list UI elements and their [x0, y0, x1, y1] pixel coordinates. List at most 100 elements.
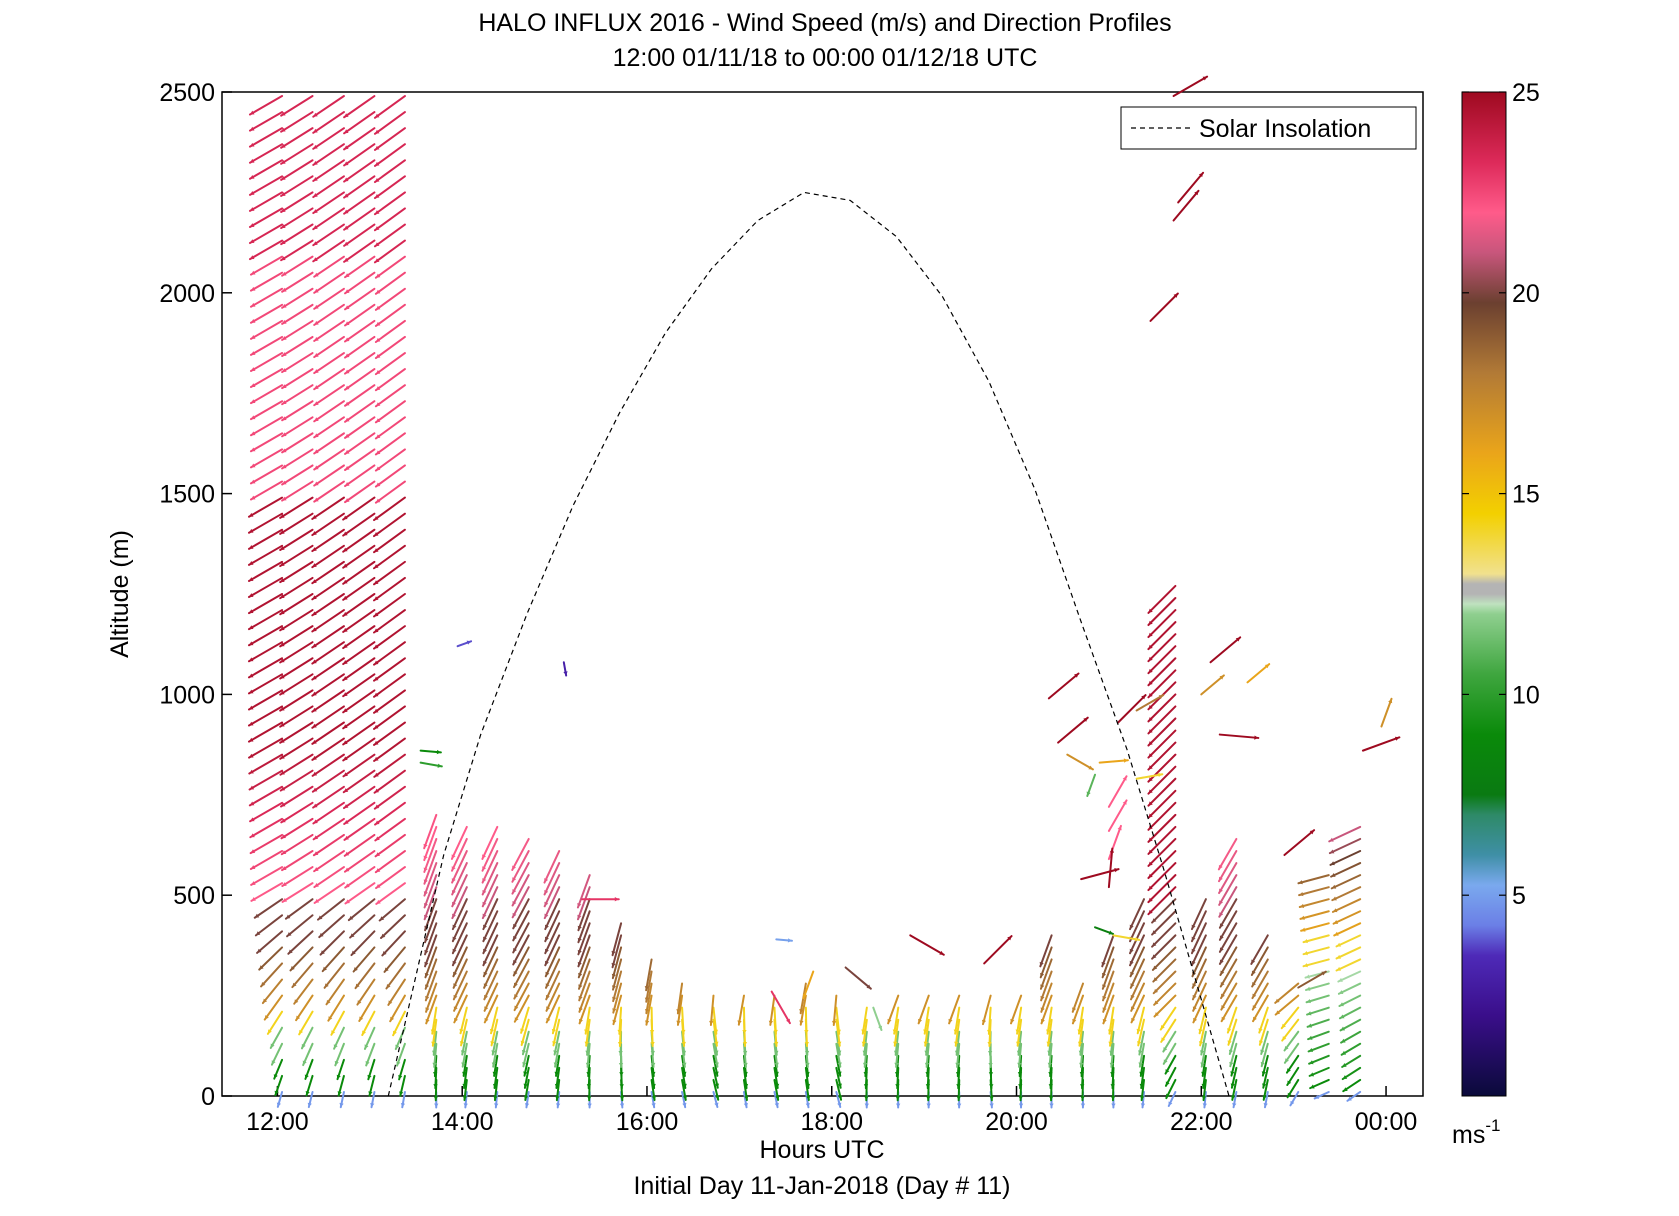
wind-arrow	[249, 448, 284, 469]
wind-arrow	[1337, 970, 1362, 983]
wind-arrow	[954, 1030, 961, 1056]
wind-arrow	[1077, 1018, 1085, 1047]
wind-arrow	[545, 982, 561, 1012]
wind-arrow	[344, 319, 376, 343]
wind-arrow	[712, 1042, 719, 1068]
wind-arrow	[381, 930, 406, 957]
wind-arrow	[773, 1006, 778, 1035]
wind-arrow	[650, 1078, 657, 1102]
wind-arrow	[248, 159, 284, 180]
wind-arrow	[373, 737, 406, 762]
wind-arrow	[318, 914, 345, 939]
wind-arrow	[712, 1090, 719, 1109]
wind-arrow	[737, 994, 745, 1026]
wind-arrow	[313, 448, 345, 471]
wind-arrow	[312, 127, 345, 150]
wind-arrow	[1101, 946, 1115, 979]
colorbar-tick-label: 10	[1512, 681, 1540, 709]
wind-arrow	[344, 352, 376, 375]
x-axis-sublabel: Initial Day 11-Jan-2018 (Day # 11)	[633, 1172, 1010, 1200]
wind-arrow	[1227, 1018, 1238, 1046]
wind-arrow	[862, 1030, 868, 1056]
wind-arrow	[1151, 898, 1177, 924]
wind-arrow	[312, 143, 345, 166]
wind-arrow	[1338, 1006, 1362, 1020]
wind-arrow	[1298, 886, 1330, 897]
wind-arrow	[1340, 1030, 1362, 1044]
wind-arrow	[279, 625, 314, 648]
wind-arrow	[1219, 946, 1238, 976]
wind-arrow	[554, 1054, 561, 1077]
wind-arrow	[280, 127, 314, 149]
wind-arrow	[1190, 922, 1207, 955]
wind-arrow	[1162, 1042, 1177, 1065]
wind-arrow	[249, 432, 284, 453]
wind-arrow	[1226, 1006, 1238, 1034]
wind-arrow	[311, 625, 345, 649]
wind-arrow	[342, 609, 376, 633]
wind-arrow	[374, 352, 406, 376]
wind-arrow	[279, 528, 314, 551]
wind-arrow	[276, 1090, 284, 1108]
wind-arrow	[254, 914, 284, 937]
wind-arrow	[312, 191, 345, 215]
wind-arrow	[298, 1010, 314, 1036]
wind-arrow	[491, 1030, 499, 1056]
wind-arrow	[512, 922, 530, 954]
wind-arrow	[313, 464, 345, 487]
wind-arrow	[250, 882, 284, 902]
wind-arrow	[311, 609, 345, 633]
wind-arrow	[1159, 1006, 1177, 1031]
wind-arrow	[742, 1066, 749, 1090]
wind-arrow	[1147, 862, 1177, 892]
wind-arrow	[249, 416, 284, 437]
wind-arrow	[247, 528, 284, 550]
wind-arrow	[924, 1030, 930, 1056]
wind-arrow	[1309, 1078, 1330, 1090]
colorbar-unit-base: ms	[1452, 1121, 1485, 1149]
wind-arrow	[681, 1006, 686, 1035]
wind-arrow	[490, 1018, 499, 1047]
wind-arrow	[524, 1090, 530, 1109]
wind-arrow	[279, 641, 314, 664]
wind-arrow	[1129, 898, 1145, 931]
wind-arrow	[396, 1042, 406, 1067]
wind-arrow	[712, 1054, 719, 1077]
wind-arrow	[1209, 636, 1242, 664]
wind-arrow	[768, 994, 776, 1026]
wind-arrow	[249, 303, 284, 324]
wind-arrow	[481, 886, 499, 920]
wind-arrow	[313, 480, 345, 503]
wind-arrow	[489, 1006, 499, 1035]
wind-arrow	[1046, 1018, 1053, 1047]
wind-arrow	[311, 737, 345, 761]
wind-arrow	[1263, 1090, 1269, 1109]
wind-arrow	[374, 817, 406, 842]
wind-arrow	[1102, 982, 1115, 1013]
wind-arrow	[374, 335, 406, 360]
wind-arrow	[1040, 994, 1053, 1025]
wind-arrow	[555, 1090, 561, 1109]
wind-arrow	[311, 528, 345, 553]
wind-arrow	[1230, 1078, 1238, 1101]
wind-arrow	[1192, 994, 1207, 1024]
wind-arrow	[1078, 1030, 1085, 1056]
wind-arrow	[343, 817, 376, 841]
wind-arrow	[311, 673, 345, 697]
wind-arrow	[281, 850, 314, 872]
wind-arrow	[773, 1042, 779, 1068]
wind-arrow	[681, 1054, 687, 1077]
wind-arrow	[511, 850, 530, 883]
wind-arrow	[373, 159, 406, 184]
wind-arrow	[1147, 850, 1177, 880]
wind-arrow	[1198, 1006, 1207, 1035]
wind-arrow	[1107, 847, 1115, 889]
wind-arrow	[425, 994, 438, 1025]
wind-arrow	[424, 958, 438, 990]
wind-arrow	[344, 416, 376, 439]
wind-arrow	[302, 1042, 314, 1067]
wind-arrow	[1151, 910, 1177, 936]
wind-arrow	[374, 432, 406, 456]
wind-arrow	[280, 175, 314, 197]
colorbar-unit: ms-1	[1452, 1116, 1500, 1149]
